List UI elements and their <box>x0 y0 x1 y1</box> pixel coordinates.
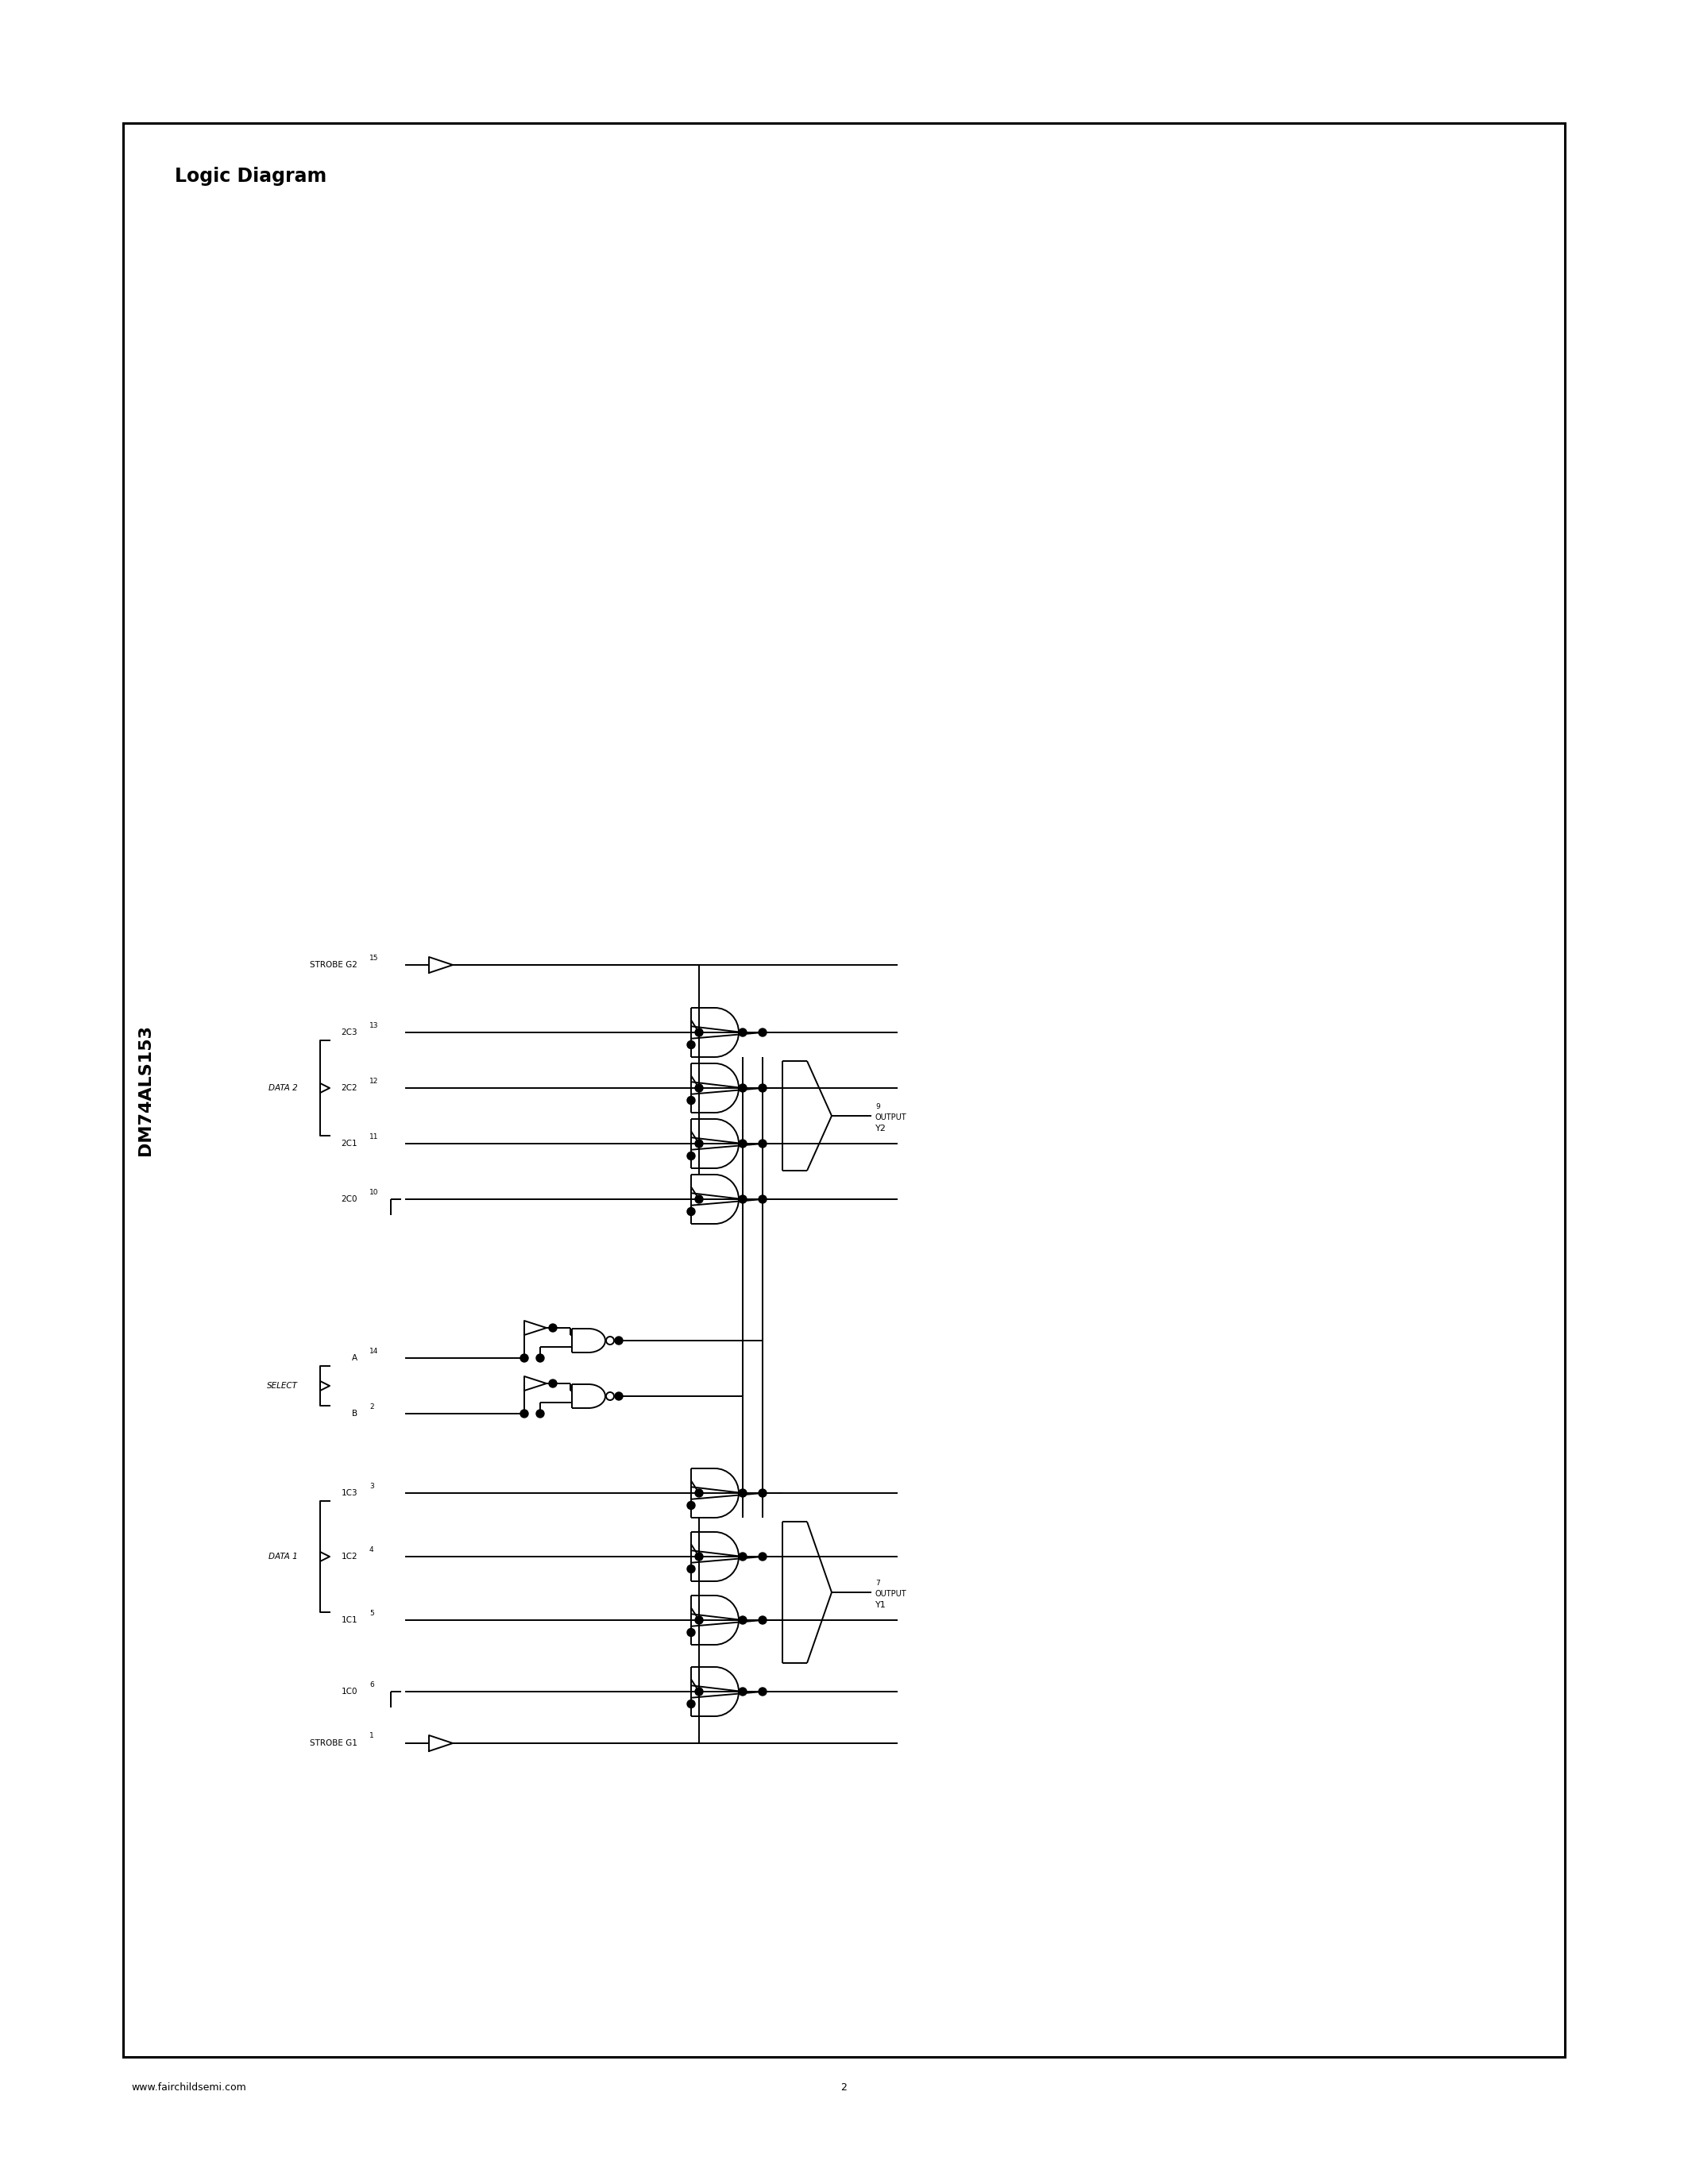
Circle shape <box>549 1324 557 1332</box>
Circle shape <box>758 1195 766 1203</box>
Text: 7: 7 <box>876 1579 879 1586</box>
Text: 1C2: 1C2 <box>341 1553 358 1562</box>
Circle shape <box>758 1616 766 1625</box>
Circle shape <box>758 1553 766 1562</box>
Circle shape <box>687 1096 695 1105</box>
Circle shape <box>739 1616 746 1625</box>
Circle shape <box>739 1553 746 1562</box>
Text: 14: 14 <box>370 1348 378 1354</box>
Circle shape <box>695 1489 702 1496</box>
Circle shape <box>687 1151 695 1160</box>
Circle shape <box>695 1195 702 1203</box>
Text: 13: 13 <box>370 1022 378 1029</box>
Text: DM74ALS153: DM74ALS153 <box>137 1024 154 1155</box>
Text: Y2: Y2 <box>876 1125 886 1133</box>
Text: 12: 12 <box>370 1077 378 1085</box>
Circle shape <box>520 1409 528 1417</box>
Circle shape <box>739 1688 746 1695</box>
Text: STROBE G2: STROBE G2 <box>311 961 358 970</box>
Text: 9: 9 <box>876 1103 879 1109</box>
Circle shape <box>695 1029 702 1037</box>
Text: 10: 10 <box>370 1188 378 1195</box>
Circle shape <box>695 1688 702 1695</box>
Text: 1C1: 1C1 <box>341 1616 358 1625</box>
Text: OUTPUT: OUTPUT <box>876 1114 906 1120</box>
Text: DATA 2: DATA 2 <box>268 1083 297 1092</box>
Circle shape <box>687 1566 695 1572</box>
Circle shape <box>687 1699 695 1708</box>
Circle shape <box>695 1616 702 1625</box>
Text: SELECT: SELECT <box>267 1382 297 1389</box>
Text: 1C0: 1C0 <box>341 1688 358 1695</box>
Circle shape <box>537 1354 544 1363</box>
Circle shape <box>614 1337 623 1345</box>
Bar <box>123 122 1565 2057</box>
Circle shape <box>758 1140 766 1147</box>
Text: B: B <box>351 1409 358 1417</box>
Circle shape <box>520 1354 528 1363</box>
Text: www.fairchildsemi.com: www.fairchildsemi.com <box>132 2081 246 2092</box>
Text: Y1: Y1 <box>876 1601 886 1610</box>
Circle shape <box>614 1391 623 1400</box>
Circle shape <box>739 1195 746 1203</box>
Circle shape <box>758 1489 766 1496</box>
Circle shape <box>758 1029 766 1037</box>
Text: 2C0: 2C0 <box>341 1195 358 1203</box>
Text: OUTPUT: OUTPUT <box>876 1590 906 1599</box>
Text: 15: 15 <box>370 954 378 961</box>
Circle shape <box>739 1083 746 1092</box>
Text: 2C2: 2C2 <box>341 1083 358 1092</box>
Text: 5: 5 <box>370 1610 375 1616</box>
Text: 2: 2 <box>841 2081 847 2092</box>
Circle shape <box>739 1140 746 1147</box>
Circle shape <box>687 1500 695 1509</box>
Circle shape <box>695 1140 702 1147</box>
Text: STROBE G1: STROBE G1 <box>311 1738 358 1747</box>
Text: 3: 3 <box>370 1483 375 1489</box>
Circle shape <box>537 1409 544 1417</box>
Text: DATA 1: DATA 1 <box>268 1553 297 1562</box>
Circle shape <box>549 1380 557 1387</box>
Text: 6: 6 <box>370 1682 375 1688</box>
Text: 1C3: 1C3 <box>341 1489 358 1496</box>
Circle shape <box>687 1629 695 1636</box>
Text: 2C1: 2C1 <box>341 1140 358 1147</box>
Text: 11: 11 <box>370 1133 378 1140</box>
Circle shape <box>758 1083 766 1092</box>
Circle shape <box>687 1208 695 1216</box>
Text: 4: 4 <box>370 1546 373 1553</box>
Text: 2C3: 2C3 <box>341 1029 358 1037</box>
Text: A: A <box>351 1354 358 1363</box>
Circle shape <box>758 1688 766 1695</box>
Text: 2: 2 <box>370 1402 373 1411</box>
Circle shape <box>687 1042 695 1048</box>
Text: 1: 1 <box>370 1732 375 1741</box>
Circle shape <box>695 1083 702 1092</box>
Text: Logic Diagram: Logic Diagram <box>176 166 327 186</box>
Circle shape <box>695 1553 702 1562</box>
Circle shape <box>739 1029 746 1037</box>
Circle shape <box>739 1489 746 1496</box>
